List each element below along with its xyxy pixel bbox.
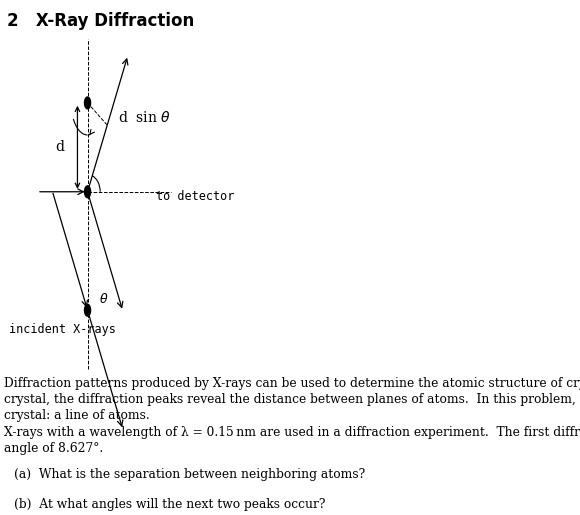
Text: Diffraction patterns produced by X-rays can be used to determine the atomic stru: Diffraction patterns produced by X-rays … bbox=[4, 377, 580, 422]
Circle shape bbox=[85, 97, 90, 109]
Text: d  sin $\theta$: d sin $\theta$ bbox=[118, 110, 171, 125]
Text: d: d bbox=[55, 140, 64, 154]
Text: 2   X-Ray Diffraction: 2 X-Ray Diffraction bbox=[7, 11, 194, 29]
Text: (b)  At what angles will the next two peaks occur?: (b) At what angles will the next two pea… bbox=[14, 498, 326, 511]
Circle shape bbox=[85, 186, 90, 198]
Text: X-rays with a wavelength of λ = 0.15 nm are used in a diffraction experiment.  T: X-rays with a wavelength of λ = 0.15 nm … bbox=[4, 426, 580, 455]
Circle shape bbox=[85, 304, 90, 316]
Text: $\theta$: $\theta$ bbox=[99, 292, 108, 306]
Text: to detector: to detector bbox=[156, 190, 234, 203]
Text: incident X-rays: incident X-rays bbox=[9, 322, 116, 336]
Text: (a)  What is the separation between neighboring atoms?: (a) What is the separation between neigh… bbox=[14, 468, 365, 481]
